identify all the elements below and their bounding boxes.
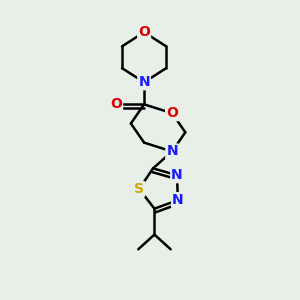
Text: N: N bbox=[166, 145, 178, 158]
Text: N: N bbox=[172, 193, 184, 207]
Text: S: S bbox=[134, 182, 144, 196]
Text: N: N bbox=[171, 168, 183, 182]
Text: N: N bbox=[138, 75, 150, 89]
Text: O: O bbox=[166, 106, 178, 120]
Text: O: O bbox=[110, 98, 122, 111]
Text: O: O bbox=[138, 25, 150, 39]
